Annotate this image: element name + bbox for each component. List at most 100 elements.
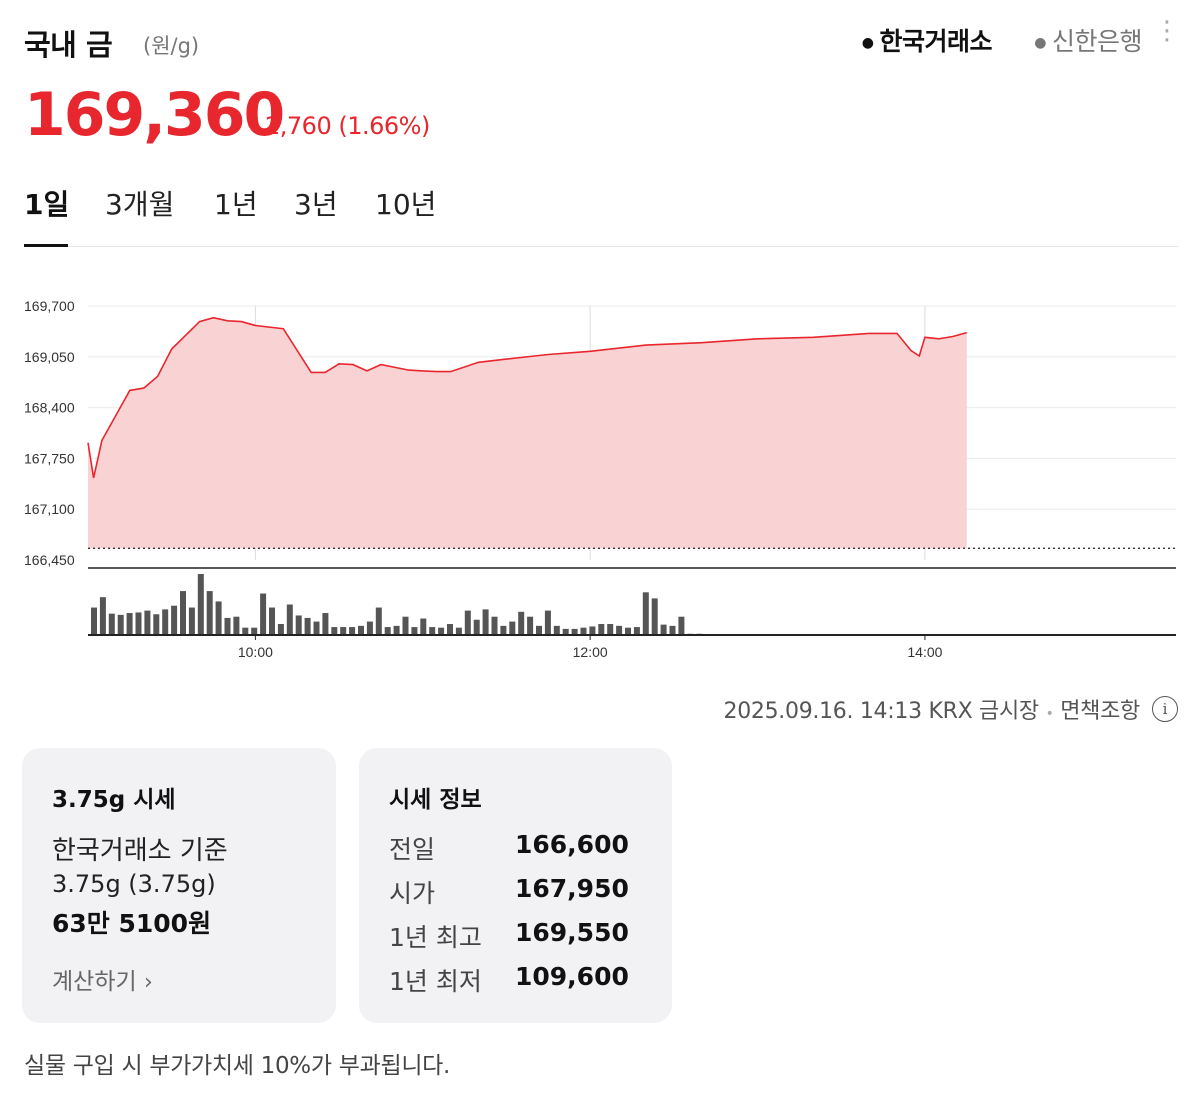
page-title: 국내 금 [24,28,113,62]
volume-bar [171,605,178,635]
price-change: 2,760 (1.66%) [265,112,430,140]
volume-bar [144,610,151,635]
price-area-fill [88,317,967,549]
volume-bars [91,574,703,635]
tab-active-indicator [24,244,68,247]
price-amount: 63만 5100원 [52,909,212,938]
tab-10y[interactable]: 10년 [375,188,437,221]
volume-bar [153,614,160,635]
volume-bar [500,625,507,635]
triangle-up-icon: ▲ [248,112,259,128]
volume-bar [135,612,142,635]
volume-bar [651,598,658,635]
y-tick-label: 169,050 [24,349,75,365]
row-label-open: 시가 [389,879,436,908]
active-dot-icon: ● [861,35,874,51]
volume-bar [625,627,631,635]
volume-bar [633,627,640,635]
card-title: 시세 정보 [389,787,482,813]
volume-bar [491,616,498,635]
row-value-52w-low: 109,600 [515,962,629,991]
volume-bar [322,613,329,635]
current-price: 169,360 [24,80,285,150]
volume-bar [473,619,480,635]
volume-bar [233,616,240,635]
price-chart[interactable]: 169,700 169,050 168,400 167,750 167,100 166,4… [0,0,1200,680]
x-axis-ticks: 10:00 12:00 14:00 [238,635,943,660]
source-tab-krx[interactable]: ● 한국거래소 [861,22,993,58]
source-label: 한국거래소 [879,27,992,56]
volume-bar [251,627,258,635]
volume-bar [536,625,542,635]
update-timestamp: 2025.09.16. 14:13 KRX 금시장 [723,699,1040,724]
chevron-right-icon: › [143,970,153,995]
card-title: 3.75g 시세 [52,787,176,813]
kebab-menu-icon[interactable]: ⋮ [1154,16,1180,46]
volume-bar [669,625,676,635]
row-label-prev-close: 전일 [389,835,436,864]
x-tick-label: 12:00 [573,644,608,660]
volume-bar [509,621,516,635]
volume-bar [464,610,471,635]
volume-bar [242,627,249,635]
volume-bar [447,624,453,635]
volume-bar [642,592,649,635]
tab-1d[interactable]: 1일 [24,188,70,221]
vat-footnote: 실물 구입 시 부가가치세 10%가 부과됩니다. [24,1053,451,1079]
volume-bar [660,624,667,635]
volume-bar [482,609,489,635]
volume-bar [277,624,284,635]
calculate-label: 계산하기 [52,969,137,995]
tab-3y[interactable]: 3년 [294,188,338,221]
source-label: 신한은행 [1051,27,1143,56]
y-tick-label: 169,700 [24,298,75,314]
price-basis: 한국거래소 기준 [52,836,228,866]
volume-bar [304,617,311,635]
volume-bar [91,607,97,635]
volume-bar [188,607,195,635]
volume-bar [340,627,347,635]
volume-bar [553,625,560,635]
volume-bar [269,607,275,635]
unit-label: (원/g) [143,34,200,58]
separator: • [1045,706,1054,722]
row-value-52w-high: 169,550 [515,918,629,947]
volume-bar [518,611,525,635]
volume-bar [126,613,133,635]
volume-bar [224,617,231,635]
y-tick-label: 167,100 [24,501,75,517]
volume-bar [455,627,462,635]
volume-bar [411,627,418,635]
volume-bar [117,614,124,635]
volume-bar [616,625,623,635]
info-circle-icon[interactable]: i [1152,696,1178,722]
disclaimer-link[interactable]: 면책조항 [1060,699,1140,724]
volume-bar [349,627,356,635]
weight-price-card: 3.75g 시세 한국거래소 기준 3.75g (3.75g) 63만 5100… [22,748,336,1023]
volume-bar [607,624,614,635]
volume-bar [331,627,338,635]
change-amount: 2,760 [265,112,332,140]
volume-bar [375,607,382,635]
inactive-dot-icon: ● [1034,35,1046,51]
source-tab-shinhan[interactable]: ● 신한은행 [1034,22,1142,58]
tab-1y[interactable]: 1년 [214,188,258,221]
volume-bar [180,591,186,635]
volume-bar [286,604,293,635]
volume-bar [580,627,587,635]
price-line [87,316,968,479]
volume-bar [678,616,685,635]
volume-bar [366,621,373,635]
volume-bar [295,615,302,635]
volume-bar [384,627,391,635]
calculate-link[interactable]: 계산하기 › [52,962,153,996]
volume-bar [215,601,222,635]
tab-3m[interactable]: 3개월 [105,188,175,221]
volume-bar [420,618,427,635]
row-label-52w-high: 1년 최고 [389,923,482,952]
change-percent: (1.66%) [338,112,430,140]
volume-bar [313,621,320,635]
volume-bar [429,627,436,635]
price-info-card: 시세 정보 전일 166,600 시가 167,950 1년 최고 169,55… [359,748,672,1023]
y-tick-label: 168,400 [24,400,75,416]
